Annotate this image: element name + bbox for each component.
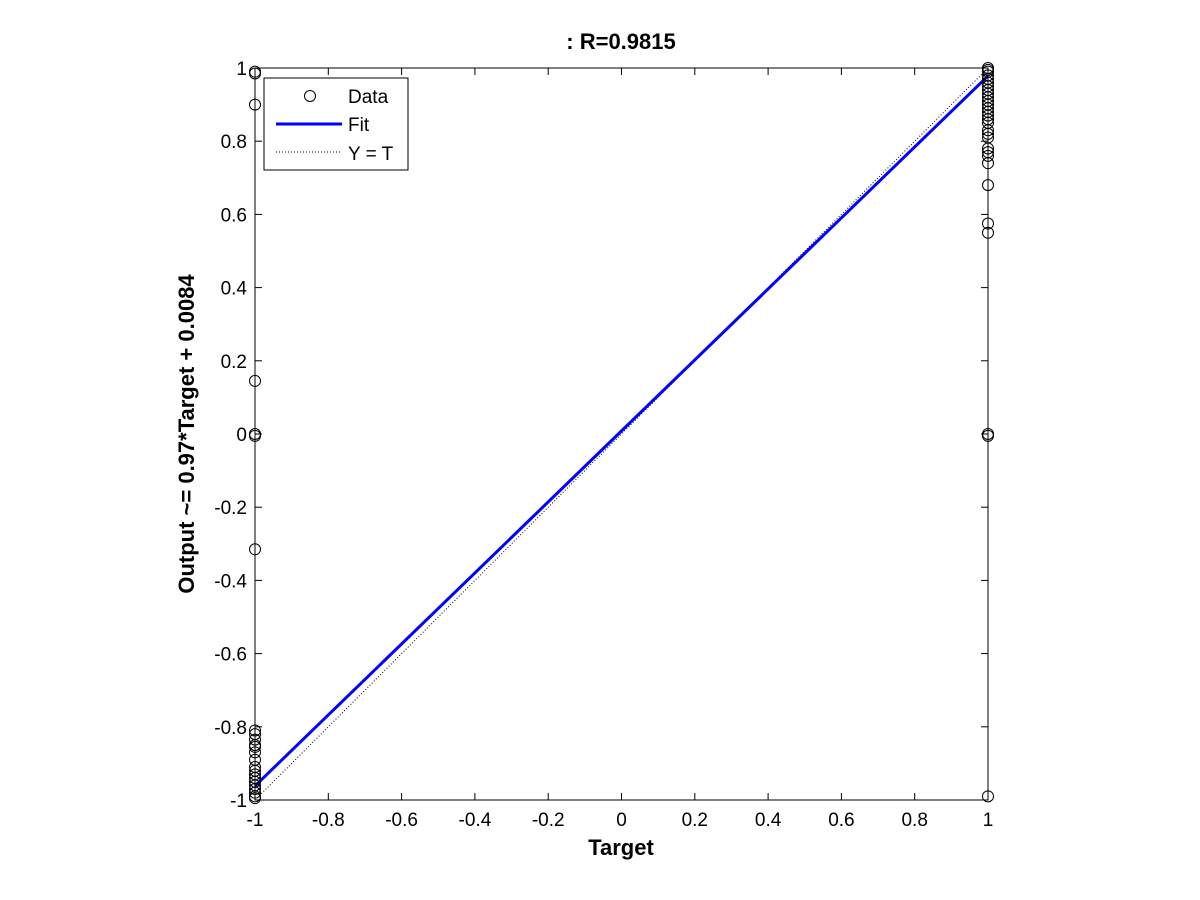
y-tick-label: -0.8	[214, 718, 247, 739]
x-tick-label: 1	[983, 810, 994, 831]
y-tick-label: -0.6	[214, 645, 247, 666]
fit-line	[253, 74, 990, 788]
x-axis: -1 -0.8 -0.6 -0.4 -0.2 0 0.2 0.4 0.6 0.8 1	[247, 68, 994, 831]
y-tick-label: 0	[236, 425, 247, 446]
x-tick-label: 0.4	[755, 810, 782, 831]
x-tick-label: -0.2	[532, 810, 565, 831]
y-tick-label: 0.8	[221, 132, 247, 153]
x-tick-label: 0.8	[901, 810, 927, 831]
legend: Data Fit Y = T	[263, 77, 409, 171]
y-tick-label: 0.2	[221, 352, 247, 373]
y-tick-label: -0.2	[214, 498, 247, 519]
y-tick-label: 0.4	[221, 279, 248, 300]
y-axis-label: Output ~= 0.97*Target + 0.0084	[174, 274, 199, 594]
legend-label-fit: Fit	[348, 115, 370, 136]
x-tick-label: 0.6	[828, 810, 854, 831]
x-tick-label: 0	[616, 810, 627, 831]
x-tick-label: -0.6	[385, 810, 418, 831]
x-tick-label: 0.2	[682, 810, 708, 831]
legend-label-identity: Y = T	[348, 144, 394, 165]
x-tick-label: -0.8	[312, 810, 345, 831]
x-axis-label: Target	[588, 835, 654, 860]
y-tick-label: -0.4	[214, 571, 247, 592]
y-tick-label: 1	[236, 59, 247, 80]
y-axis: -1 -0.8 -0.6 -0.4 -0.2 0 0.2 0.4 0.6 0.8 1	[214, 59, 988, 812]
x-tick-label: -0.4	[459, 810, 492, 831]
identity-line	[254, 67, 989, 801]
x-tick-label: -1	[247, 810, 264, 831]
y-tick-label: -1	[230, 791, 247, 812]
legend-data-marker	[304, 90, 316, 102]
legend-label-data: Data	[348, 87, 389, 108]
plot-area	[249, 62, 994, 805]
chart-title: : R=0.9815	[566, 29, 675, 54]
y-tick-label: 0.6	[221, 205, 247, 226]
